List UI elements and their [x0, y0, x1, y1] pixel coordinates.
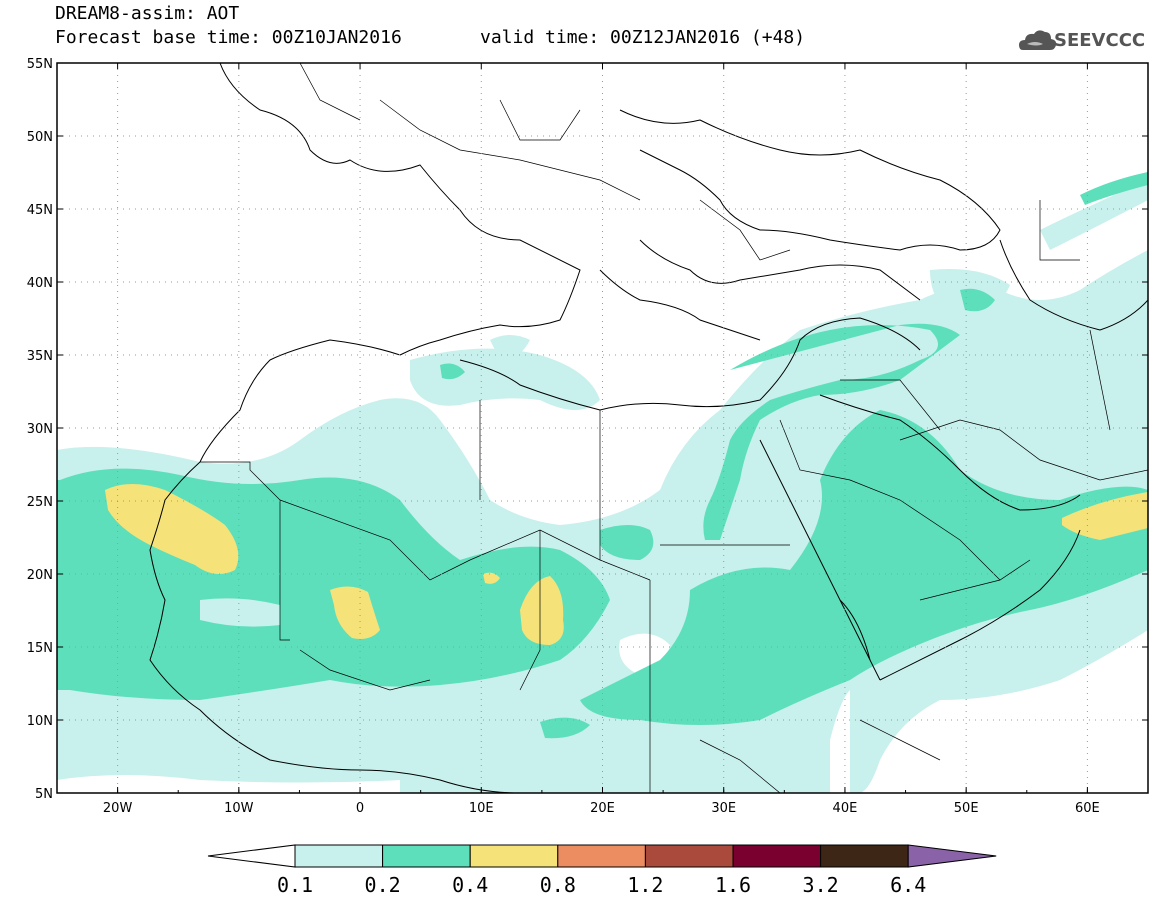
- colorbar-swatch: [644, 844, 734, 868]
- base-time-label: Forecast base time: 00Z10JAN2016: [55, 27, 402, 48]
- country-borders: [200, 63, 1148, 793]
- lat-tick-label: 10N: [27, 714, 53, 729]
- aot-level-0-4: [105, 484, 1148, 645]
- lon-tick-label: 20W: [103, 801, 133, 816]
- lon-tick-label: 30E: [711, 801, 736, 816]
- lat-tick-label: 5N: [35, 787, 53, 802]
- lat-tick-label: 55N: [27, 57, 53, 72]
- lon-tick-label: 20E: [590, 801, 615, 816]
- colorbar-label: 0.2: [365, 873, 401, 897]
- colorbar-swatch: [732, 844, 822, 868]
- colorbar-label: 0.1: [277, 873, 313, 897]
- colorbar-label: 0.8: [540, 873, 576, 897]
- lon-tick-label: 50E: [954, 801, 979, 816]
- colorbar-swatch: [382, 844, 471, 868]
- lat-tick-label: 50N: [27, 130, 53, 145]
- valid-time-label: valid time: 00Z12JAN2016 (+48): [480, 27, 806, 48]
- map-title: DREAM8-assim: AOT: [55, 3, 240, 24]
- lat-tick-label: 35N: [27, 349, 53, 364]
- lon-tick-label: 10E: [469, 801, 494, 816]
- lat-tick-label: 40N: [27, 276, 53, 291]
- lon-tick-label: 60E: [1075, 801, 1100, 816]
- axis-ticks: 20W 10W 0 10E 20E 30E 40E 50E 60E 55N 50N 45N 40N 35N…: [27, 57, 1149, 816]
- coastlines: [149, 63, 1148, 793]
- colorbar-swatch: [557, 844, 646, 868]
- lat-tick-label: 25N: [27, 495, 53, 510]
- colorbar-swatch: [469, 844, 559, 868]
- colorbar-swatch: [294, 844, 384, 868]
- colorbar-label: 1.6: [715, 873, 751, 897]
- colorbar-label: 3.2: [803, 873, 839, 897]
- lat-tick-label: 30N: [27, 422, 53, 437]
- lon-tick-label: 0: [356, 801, 364, 816]
- aot-field: [57, 63, 1148, 793]
- seevccc-logo-text: SEEVCCC: [1054, 30, 1146, 51]
- lat-tick-label: 15N: [27, 641, 53, 656]
- lon-tick-label: 10W: [224, 801, 254, 816]
- colorbar-label: 6.4: [890, 873, 926, 897]
- colorbar-label: 1.2: [627, 873, 663, 897]
- colorbar-low-arrow: [207, 844, 296, 868]
- lat-tick-label: 20N: [27, 568, 53, 583]
- colorbar-high-arrow: [907, 844, 997, 868]
- lon-tick-label: 40E: [833, 801, 858, 816]
- cloud-icon: [1019, 30, 1057, 50]
- colorbar-label: 0.4: [452, 873, 488, 897]
- colorbar: 0.1 0.2 0.4 0.8 1.2 1.6 3.2 6.4: [207, 844, 997, 897]
- lat-tick-label: 45N: [27, 203, 53, 218]
- colorbar-swatch: [820, 844, 909, 868]
